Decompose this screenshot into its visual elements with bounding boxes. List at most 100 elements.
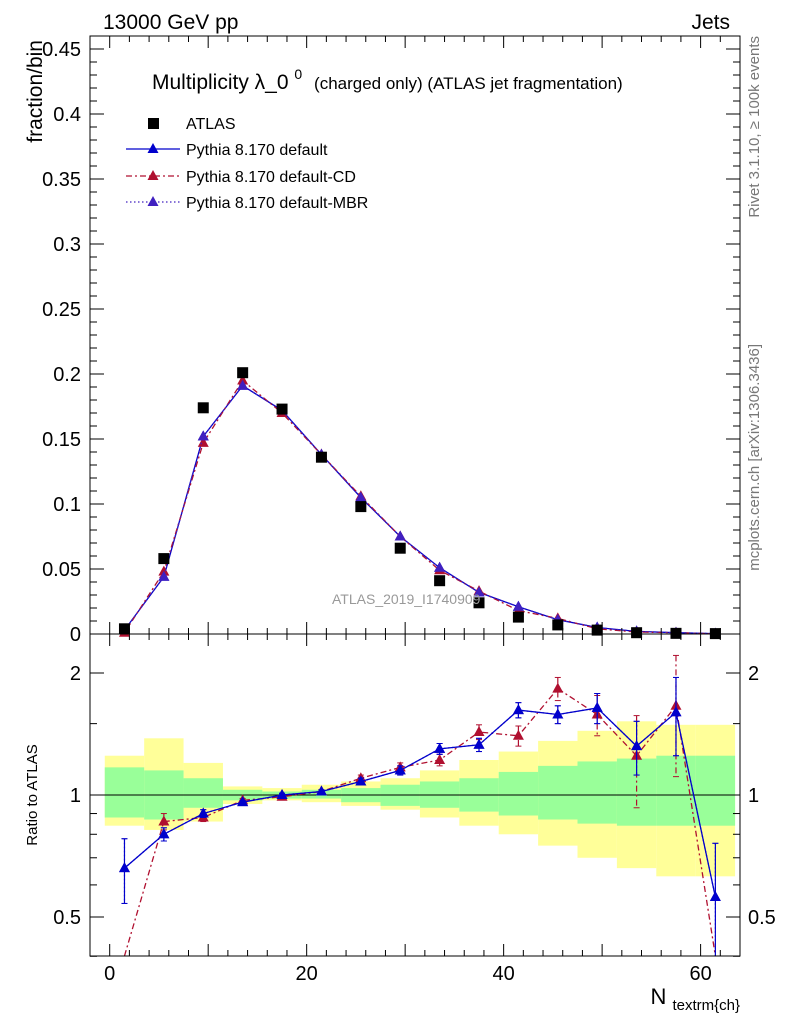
x-tick-label: 60 [689, 963, 711, 985]
atlas-data-point [473, 597, 485, 609]
atlas-data-point [552, 619, 564, 631]
x-axis-label-subscript: textrm{ch} [672, 997, 740, 1014]
series-point-2 [434, 561, 446, 572]
ratio-point-0 [276, 789, 288, 799]
ratio-y-axis-label: Ratio to ATLAS [24, 744, 41, 845]
series-point-1 [197, 436, 209, 447]
series-line-1 [123, 379, 716, 635]
atlas-data-point [670, 627, 682, 639]
atlas-data-point [118, 623, 130, 635]
ratio-point-0 [394, 764, 406, 775]
ratio-point-0 [158, 828, 170, 839]
uncertainty-band-green [577, 761, 617, 824]
x-tick-label: 0 [104, 963, 115, 985]
y-tick-label: 0.3 [53, 234, 81, 256]
ratio-line-0 [124, 707, 717, 898]
x-axis-label: N textrm{ch} [650, 984, 740, 1014]
ratio-point-1 [512, 729, 524, 740]
y-tick-label: 0.15 [42, 429, 81, 451]
ratio-point-0 [237, 796, 249, 807]
chart-title-suffix: (charged only) (ATLAS jet fragmentation) [314, 74, 623, 93]
ratio-point-0 [631, 740, 643, 751]
legend-marker-default-mbr [147, 196, 159, 206]
ratio-point-0 [709, 891, 721, 902]
x-tick-label: 40 [493, 963, 515, 985]
uncertainty-band-green [538, 765, 578, 820]
series-point-2 [512, 600, 524, 611]
ratio-point-1 [434, 754, 446, 765]
ratio-y-ticks: 0.5 0.5 1 1 2 2 [53, 663, 776, 957]
series-point-2 [197, 430, 209, 441]
ratio-y-tick-label: 1 [70, 785, 81, 807]
series-point-2 [237, 379, 249, 390]
atlas-data-point [394, 542, 406, 554]
atlas-data-point [237, 367, 249, 379]
analysis-watermark: ATLAS_2019_I1740909 [332, 591, 481, 607]
uncertainty-band-green [695, 755, 736, 826]
x-axis-label-main: N [650, 984, 666, 1009]
ratio-point-0 [552, 708, 564, 719]
series-line-2 [123, 384, 716, 635]
legend-entry-default-cd: Pythia 8.170 default-CD [186, 169, 356, 186]
legend-entry-atlas: ATLAS [186, 116, 236, 133]
legend: ATLAS Pythia 8.170 default Pythia 8.170 … [126, 116, 368, 212]
ratio-point-0 [197, 807, 209, 818]
series-point-1 [237, 374, 249, 385]
y-tick-label: 0.4 [53, 104, 81, 126]
mcplots-label: mcplots.cern.ch [arXiv:1306.3436] [746, 344, 763, 571]
y-tick-label: 0.45 [42, 39, 81, 61]
x-axis-ticks: 0 20 40 60 [104, 36, 741, 985]
main-y-ticks: 0 0.05 0.1 0.15 0.2 0.25 0.3 0.35 0.4 0.45 [42, 39, 740, 646]
ratio-point-0 [434, 742, 446, 753]
ratio-point-1 [158, 815, 170, 826]
x-tick-label: 20 [296, 963, 318, 985]
atlas-data-point [631, 627, 643, 639]
ratio-point-0 [512, 704, 524, 715]
legend-marker-default-cd [147, 170, 159, 180]
y-tick-label: 0.25 [42, 299, 81, 321]
uncertainty-band-green [183, 778, 223, 808]
series-point-1 [158, 565, 170, 576]
ratio-point-0 [473, 738, 485, 749]
y-tick-label: 0.1 [53, 494, 81, 516]
chart-title: Multiplicity λ_0 0 (charged only) (ATLAS… [152, 61, 623, 94]
legend-marker-atlas [148, 118, 159, 129]
ratio-line-1 [123, 687, 717, 957]
rivet-label: Rivet 3.1.10, ≥ 100k events [746, 36, 763, 218]
uncertainty-band-green [498, 771, 539, 816]
series-point-2 [473, 586, 485, 597]
atlas-data-point [158, 553, 170, 565]
ratio-y-tick-label-right: 1 [748, 785, 759, 807]
legend-marker-default [147, 143, 159, 153]
ratio-point-0 [670, 706, 682, 717]
ratio-point-0 [591, 701, 603, 712]
ratio-point-0 [315, 785, 327, 796]
main-panel: 0 0.05 0.1 0.15 0.2 0.25 0.3 0.35 0.4 0.45 fracti… [24, 35, 741, 646]
atlas-data-point [434, 575, 446, 587]
main-y-axis-label: fraction/bin [24, 40, 47, 143]
chart-title-main: Multiplicity λ_0 [152, 71, 289, 94]
series-point-2 [355, 491, 367, 502]
ratio-panel: 0.5 0.5 1 1 2 2 Ratio to ATLAS [24, 633, 776, 957]
atlas-data-point [197, 402, 209, 414]
legend-entry-default: Pythia 8.170 default [186, 142, 328, 159]
ratio-point-0 [355, 775, 367, 786]
ratio-point-1 [552, 682, 564, 693]
ratio-band-layer [104, 721, 736, 877]
ratio-y-tick-label: 0.5 [53, 907, 81, 929]
ratio-point-1 [473, 726, 485, 737]
ratio-series-layer [118, 654, 721, 957]
legend-entry-default-mbr: Pythia 8.170 default-MBR [186, 195, 368, 212]
header-left-label: 13000 GeV pp [103, 11, 238, 34]
y-tick-label: 0 [70, 624, 81, 646]
main-series-layer [118, 367, 721, 640]
ratio-point-0 [118, 862, 130, 873]
ratio-y-tick-label-right: 0.5 [748, 907, 776, 929]
atlas-data-point [591, 624, 603, 636]
y-tick-label: 0.35 [42, 169, 81, 191]
atlas-data-point [276, 403, 288, 415]
atlas-data-point [512, 611, 524, 623]
chart-title-superscript: 0 [294, 66, 302, 82]
atlas-data-point [315, 451, 327, 463]
